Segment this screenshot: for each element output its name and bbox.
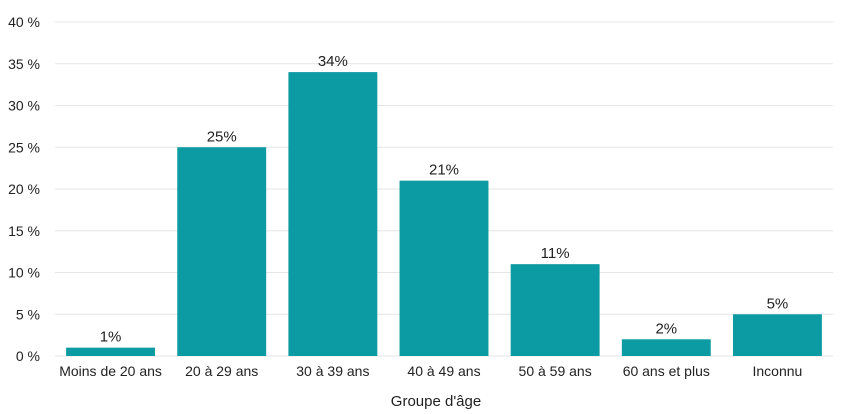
- y-axis-ticks: 0 % 5 % 10 % 15 % 20 % 25 % 30 % 35 % 40 %: [8, 14, 40, 364]
- data-label: 11%: [541, 245, 570, 262]
- x-tick-label: Inconnu: [753, 363, 803, 379]
- y-tick-label: 20 %: [8, 181, 40, 197]
- y-tick-label: 25 %: [8, 139, 40, 155]
- bar: [399, 180, 489, 356]
- x-tick-label: 60 ans et plus: [623, 363, 710, 379]
- data-label: 5%: [767, 295, 789, 312]
- y-tick-label: 15 %: [8, 223, 40, 239]
- y-tick-label: 35 %: [8, 56, 40, 72]
- x-tick-label: 50 à 59 ans: [519, 363, 592, 379]
- y-tick-label: 5 %: [16, 306, 40, 322]
- bar: [66, 347, 156, 356]
- y-tick-label: 40 %: [8, 14, 40, 30]
- bar: [732, 314, 822, 356]
- data-label: 2%: [655, 320, 677, 337]
- x-tick-label: 30 à 39 ans: [296, 363, 369, 379]
- x-tick-label: 40 à 49 ans: [407, 363, 480, 379]
- y-tick-label: 0 %: [16, 348, 40, 364]
- bar: [177, 147, 267, 356]
- data-label: 34%: [318, 53, 348, 70]
- y-tick-label: 10 %: [8, 265, 40, 281]
- data-label: 25%: [207, 128, 237, 145]
- bar: [288, 72, 378, 356]
- data-label: 21%: [429, 162, 459, 179]
- x-tick-label: Moins de 20 ans: [59, 363, 162, 379]
- x-axis-title: Groupe d'âge: [391, 393, 481, 410]
- bars: [66, 72, 822, 356]
- x-tick-label: 20 à 29 ans: [185, 363, 258, 379]
- y-tick-label: 30 %: [8, 98, 40, 114]
- x-axis-ticks: Moins de 20 ans 20 à 29 ans 30 à 39 ans 40 …: [59, 363, 802, 379]
- bar: [621, 339, 711, 356]
- data-label: 1%: [100, 329, 122, 346]
- bar: [510, 264, 600, 356]
- data-labels: 1% 25% 34% 21% 11% 2% 5%: [100, 53, 789, 346]
